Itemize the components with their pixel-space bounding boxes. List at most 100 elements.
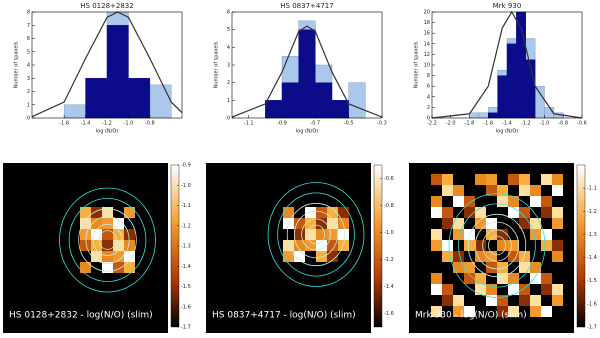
map-pixel xyxy=(530,295,541,306)
map-pixel xyxy=(541,240,552,251)
fit-curve xyxy=(231,25,383,118)
map-pixel xyxy=(453,251,464,262)
map-pixel xyxy=(475,207,486,218)
y-tick-label: 4 xyxy=(427,94,430,100)
map-pixel xyxy=(327,251,338,262)
map-pixel xyxy=(497,273,508,284)
chart-title: HS 0837+4717 xyxy=(280,2,333,10)
colorbar-tick-label: -0.9 xyxy=(181,163,191,169)
bar xyxy=(497,75,508,119)
x-tick-label: -2.2 xyxy=(427,121,437,127)
colorbar xyxy=(576,164,586,328)
bar xyxy=(315,82,333,119)
colorbar-tick-label: -1.7 xyxy=(587,325,597,331)
bar xyxy=(85,78,108,119)
y-tick-label: 2 xyxy=(227,80,230,86)
bar xyxy=(63,104,86,119)
colorbar-tick-label: -1.4 xyxy=(181,264,191,270)
map-pixel xyxy=(316,240,327,251)
colorbar-tick-label: -1.3 xyxy=(181,244,191,250)
y-tick-label: 8 xyxy=(27,10,30,16)
colorbar-tick-label: -1.3 xyxy=(587,232,597,238)
map-pixel xyxy=(431,284,442,295)
map-pixel xyxy=(124,229,135,240)
contour xyxy=(301,218,331,251)
map-pixel xyxy=(305,207,316,218)
map-pixel xyxy=(316,229,327,240)
map-pixel xyxy=(442,207,453,218)
map-pixel xyxy=(442,251,453,262)
colorbar-tick-label: -1.2 xyxy=(384,257,394,263)
x-tick-label: -1.8 xyxy=(465,121,475,127)
map-pixel xyxy=(442,174,453,185)
contour xyxy=(286,202,346,267)
map-pixel xyxy=(552,240,563,251)
map-pixel xyxy=(464,196,475,207)
x-tick-label: -1.2 xyxy=(521,121,531,127)
colorbar-tick-label: -1.6 xyxy=(587,301,597,307)
contour xyxy=(267,182,365,287)
x-tick-label: -0.9 xyxy=(277,121,287,127)
y-tick-label: 6 xyxy=(427,84,430,90)
map-pixel xyxy=(519,284,530,295)
map-pixel xyxy=(519,185,530,196)
map-pixel xyxy=(475,273,486,284)
x-tick-label: -0.3 xyxy=(377,121,387,127)
bar xyxy=(348,82,366,119)
map-pixel xyxy=(497,262,508,273)
map-pixel xyxy=(552,218,563,229)
map-pixel xyxy=(508,207,519,218)
x-tick-label: -0.5 xyxy=(344,121,354,127)
y-tick-label: 10 xyxy=(424,63,430,69)
y-tick-label: 20 xyxy=(424,10,430,16)
map-pixel xyxy=(431,273,442,284)
x-tick-label: -1.1 xyxy=(244,121,254,127)
map-pixel xyxy=(316,251,327,262)
y-tick-label: 18 xyxy=(424,20,430,26)
y-axis-label: Number of spaxels xyxy=(14,41,20,88)
bar xyxy=(106,25,129,119)
contour xyxy=(474,221,519,270)
map-pixel xyxy=(486,174,497,185)
bar xyxy=(469,112,480,119)
map-pixel xyxy=(80,218,91,229)
map-pixel xyxy=(541,273,552,284)
map-pixel xyxy=(519,207,530,218)
map-pixel xyxy=(508,240,519,251)
map-pixel xyxy=(316,207,327,218)
map-pixel xyxy=(338,229,349,240)
colorbar-tick-label: -1.2 xyxy=(181,223,191,229)
map-pixel xyxy=(541,196,552,207)
map-pixel xyxy=(442,185,453,196)
map-pixel xyxy=(338,218,349,229)
bar xyxy=(331,100,349,119)
map-pixel xyxy=(497,196,508,207)
x-tick-label: -1.4 xyxy=(81,121,91,127)
y-tick-label: 1 xyxy=(227,98,230,104)
map-pixel xyxy=(305,229,316,240)
map-pixel xyxy=(442,240,453,251)
map-pixel xyxy=(113,218,124,229)
map-pixel xyxy=(102,207,113,218)
map-pixel xyxy=(508,306,519,317)
map-pixel xyxy=(91,218,102,229)
map-pixel xyxy=(508,284,519,295)
colorbar-tick-label: -1.1 xyxy=(181,203,191,209)
map-pixel xyxy=(497,295,508,306)
contour xyxy=(59,187,156,293)
map-pixel xyxy=(431,196,442,207)
map-pixel xyxy=(431,306,442,317)
map-pixel xyxy=(519,295,530,306)
map-pixel xyxy=(464,306,475,317)
map-pixel xyxy=(91,207,102,218)
map-pixel xyxy=(327,207,338,218)
map-pixel xyxy=(541,207,552,218)
map-pixel xyxy=(497,240,508,251)
y-tick-label: 5 xyxy=(227,27,230,33)
y-tick-label: 0 xyxy=(427,116,430,122)
map-pixel xyxy=(80,262,91,273)
map-pixel xyxy=(541,229,552,240)
y-tick-label: 14 xyxy=(424,41,430,47)
x-axis-label: log (N/O) xyxy=(296,129,319,135)
bar xyxy=(506,43,517,119)
